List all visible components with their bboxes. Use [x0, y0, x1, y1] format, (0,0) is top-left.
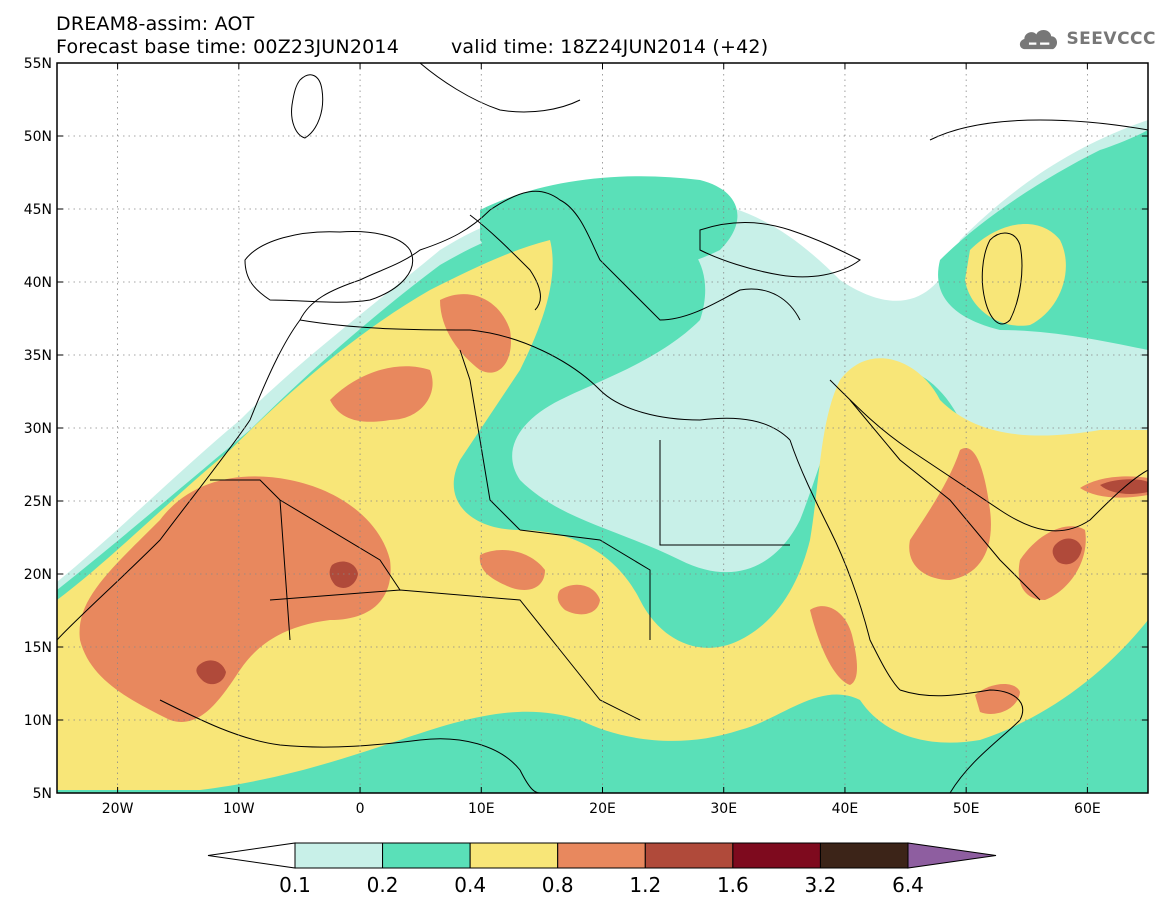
coast-arabia	[829, 379, 1148, 532]
lat-tick-label: 5N	[33, 786, 52, 802]
aot-band-0.4	[57, 240, 1148, 790]
coast-gulf-guinea	[159, 699, 541, 793]
colorbar-label: 0.1	[279, 873, 311, 897]
lat-tick-label: 25N	[24, 494, 52, 510]
cloud-icon	[1019, 30, 1058, 50]
lon-tick-label: 10W	[223, 801, 255, 817]
graticule	[57, 63, 1148, 793]
aot-band-0.8-ethiopia	[810, 606, 857, 685]
aot-band-1.2-guinea	[196, 660, 226, 685]
seevccc-logo: SEEVCCC	[1016, 22, 1156, 56]
border-sahel	[269, 589, 641, 721]
coastlines	[57, 63, 1148, 793]
coast-arctic-russia	[929, 119, 1148, 141]
border-mauritania-mali	[210, 479, 401, 641]
lat-tick-label: 30N	[24, 421, 52, 437]
colorbar-boxes	[207, 842, 997, 869]
coast-red-sea	[789, 439, 901, 691]
colorbar-lower-arrow	[207, 842, 296, 869]
chart-subtitle: Forecast base time: 00Z23JUN2014 valid ti…	[56, 37, 768, 57]
lat-tick-label: 50N	[24, 129, 52, 145]
colorbar-label: 0.4	[454, 873, 486, 897]
aot-band-0.8-west	[79, 476, 391, 722]
aot-band-0.4-caspian	[965, 223, 1066, 326]
coast-black-sea	[699, 222, 861, 278]
chart-title: DREAM8-assim: AOT	[56, 13, 255, 35]
lon-tick-label: 20E	[589, 801, 616, 817]
colorbar-label: 1.6	[717, 873, 749, 897]
aot-band-0.8-chad	[479, 550, 545, 590]
coast-iberia	[244, 231, 414, 303]
aot-band-0.8-horn	[975, 684, 1020, 714]
lat-tick-label: 35N	[24, 348, 52, 364]
colorbar-label: 3.2	[805, 873, 837, 897]
coast-west-africa-europe	[57, 190, 801, 641]
logo-text: SEEVCCC	[1066, 29, 1156, 49]
coast-great-britain	[291, 74, 324, 139]
border-arabia	[849, 399, 1041, 601]
lon-tick-label: 50E	[953, 801, 980, 817]
colorbar-box	[644, 842, 734, 869]
coast-north-africa	[299, 319, 791, 441]
map-axes: 5N 10N 15N 20N 25N 30N 35N 40N 45N 50N 55N 20W 10W 0 1…	[24, 56, 1148, 817]
valid-time: valid time: 18Z24JUN2014 (+42)	[450, 36, 769, 58]
coast-italy	[469, 214, 541, 311]
aot-band-1.2-oman	[1052, 538, 1082, 565]
lat-tick-label: 20N	[24, 567, 52, 583]
aot-band-1.2-mali	[329, 561, 358, 588]
lon-tick-label: 30E	[710, 801, 737, 817]
lon-tick-label: 60E	[1074, 801, 1101, 817]
aot-band-0.8-atlas	[440, 294, 511, 373]
colorbar-box	[819, 842, 909, 869]
colorbar-box	[557, 842, 646, 869]
colorbar-box	[294, 842, 384, 869]
colorbar-labels: 0.1 0.2 0.4 0.8 1.2 1.6 3.2 6.4	[279, 873, 924, 897]
colorbar-label: 0.8	[542, 873, 574, 897]
lat-tick-label: 15N	[24, 640, 52, 656]
border-algeria-libya	[459, 349, 651, 640]
lon-tick-label: 40E	[832, 801, 859, 817]
lat-tick-label: 40N	[24, 275, 52, 291]
lat-tick-label: 45N	[24, 202, 52, 218]
colorbar-box	[732, 842, 821, 869]
coast-horn	[899, 689, 1024, 793]
coast-scandinavia	[419, 63, 581, 113]
colorbar-label: 6.4	[892, 873, 924, 897]
lat-tick-label: 10N	[24, 713, 52, 729]
lon-tick-label: 10E	[468, 801, 495, 817]
colorbar-label: 1.2	[629, 873, 661, 897]
colorbar-box	[469, 842, 559, 869]
colorbar-label: 0.2	[367, 873, 399, 897]
coast-caspian	[981, 232, 1023, 325]
colorbar-upper-arrow	[907, 842, 997, 869]
lon-tick-label: 0	[356, 801, 365, 817]
aot-band-0.8-sudan	[557, 584, 600, 615]
forecast-base-time: Forecast base time: 00Z23JUN2014	[56, 36, 399, 58]
aot-band-0.8-morocco	[330, 366, 433, 422]
aot-band-1.2-gulf	[1100, 479, 1148, 494]
lat-tick-label: 55N	[24, 56, 52, 72]
aot-band-0.8-arabia	[909, 448, 991, 580]
colorbar-box	[382, 842, 471, 869]
border-egypt-sudan	[659, 440, 790, 546]
lon-tick-label: 20W	[102, 801, 134, 817]
